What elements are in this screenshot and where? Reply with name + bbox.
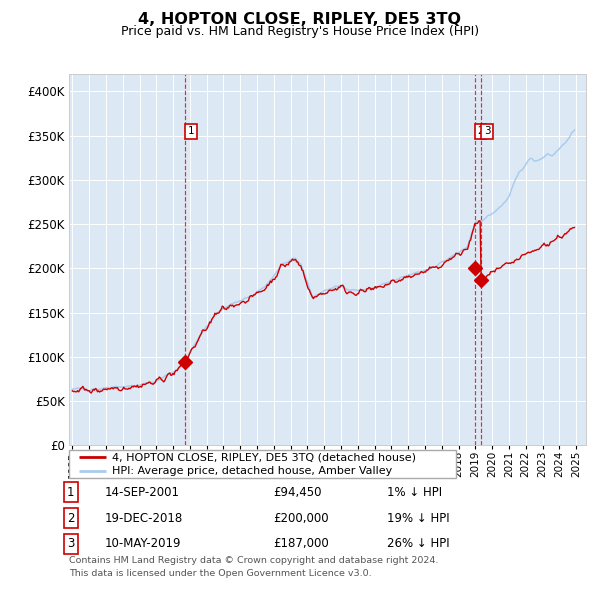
Text: 10-MAY-2019: 10-MAY-2019	[105, 537, 182, 550]
Text: This data is licensed under the Open Government Licence v3.0.: This data is licensed under the Open Gov…	[69, 569, 371, 578]
Text: £200,000: £200,000	[273, 512, 329, 525]
Text: 19% ↓ HPI: 19% ↓ HPI	[387, 512, 449, 525]
Text: £187,000: £187,000	[273, 537, 329, 550]
Text: 19-DEC-2018: 19-DEC-2018	[105, 512, 183, 525]
Text: 2: 2	[477, 126, 484, 136]
Text: 1: 1	[188, 126, 194, 136]
Text: Contains HM Land Registry data © Crown copyright and database right 2024.: Contains HM Land Registry data © Crown c…	[69, 556, 439, 565]
Text: 14-SEP-2001: 14-SEP-2001	[105, 486, 180, 499]
Text: Price paid vs. HM Land Registry's House Price Index (HPI): Price paid vs. HM Land Registry's House …	[121, 25, 479, 38]
Text: 1% ↓ HPI: 1% ↓ HPI	[387, 486, 442, 499]
Text: HPI: Average price, detached house, Amber Valley: HPI: Average price, detached house, Ambe…	[112, 466, 392, 476]
Text: 4, HOPTON CLOSE, RIPLEY, DE5 3TQ: 4, HOPTON CLOSE, RIPLEY, DE5 3TQ	[139, 12, 461, 27]
Text: 3: 3	[484, 126, 491, 136]
Text: 26% ↓ HPI: 26% ↓ HPI	[387, 537, 449, 550]
FancyBboxPatch shape	[69, 450, 456, 478]
Text: 1: 1	[67, 486, 74, 499]
Text: 3: 3	[67, 537, 74, 550]
Text: 2: 2	[67, 512, 74, 525]
Text: £94,450: £94,450	[273, 486, 322, 499]
Text: 4, HOPTON CLOSE, RIPLEY, DE5 3TQ (detached house): 4, HOPTON CLOSE, RIPLEY, DE5 3TQ (detach…	[112, 452, 416, 462]
